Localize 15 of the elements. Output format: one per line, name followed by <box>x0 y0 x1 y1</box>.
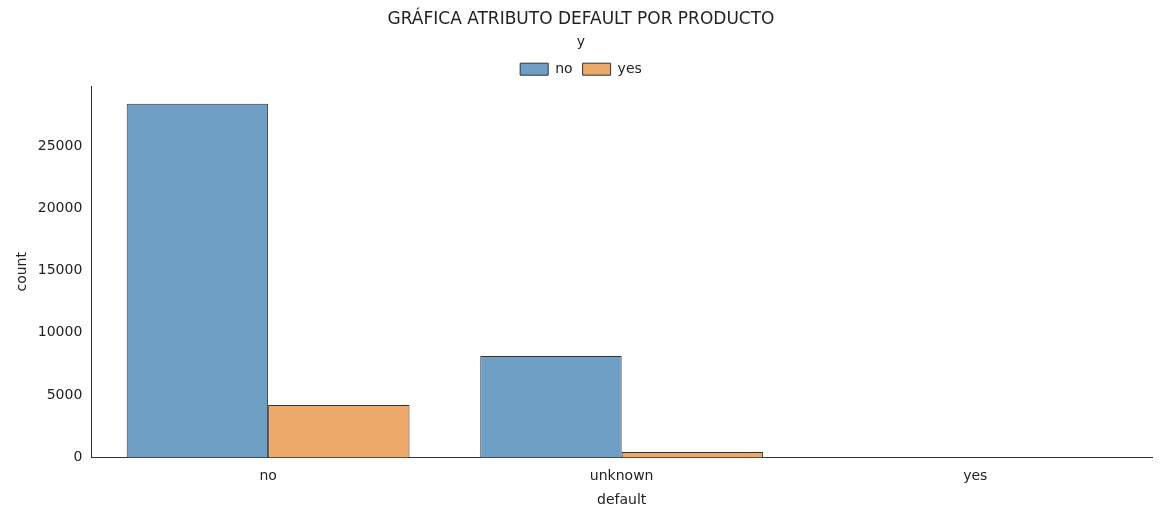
y-tick-label: 20000 <box>37 198 83 215</box>
legend-label: no <box>555 59 573 76</box>
y-tick-label: 25000 <box>37 136 83 153</box>
legend-title: y <box>576 33 586 50</box>
y-tick-label: 10000 <box>37 323 83 340</box>
y-tick-label: 0 <box>73 448 83 465</box>
x-axis-title: default <box>597 491 647 508</box>
chart-title: GRÁFICA ATRIBUTO DEFAULT POR PRODUCTO <box>387 6 775 28</box>
y-tick-label: 15000 <box>37 261 83 278</box>
x-tick-label: yes <box>963 467 988 484</box>
x-tick-label: no <box>259 467 277 484</box>
y-axis-title: count <box>13 251 30 292</box>
x-tick-label: unknown <box>589 467 654 484</box>
legend-label: yes <box>617 59 642 76</box>
y-tick-label: 5000 <box>46 385 83 402</box>
